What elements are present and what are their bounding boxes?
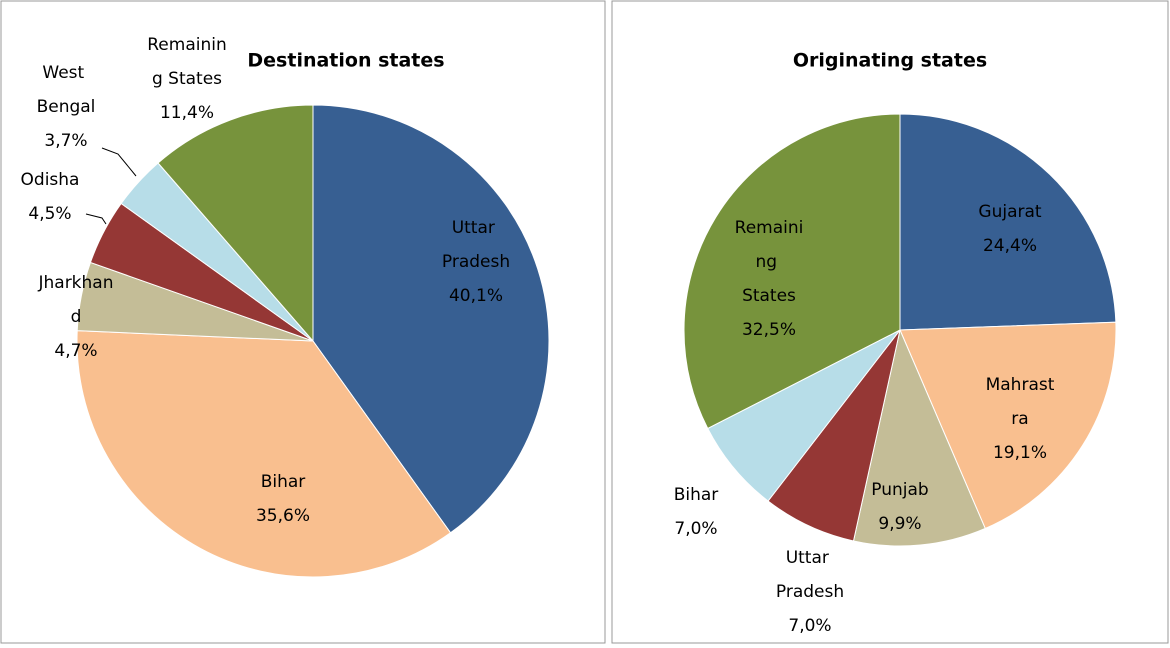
pie-slice [312,104,550,534]
label-line: Jharkhan [37,273,113,293]
slice-label: Remaini ng States [735,218,804,306]
slice-label: West Bengal [37,63,96,117]
pie-slice [852,328,986,547]
pie-slice [76,330,452,578]
value-label: 24,4% [983,236,1037,256]
pie-slice [157,104,314,343]
slice-label: Bihar [674,485,719,505]
pie-slice [899,321,1117,530]
value-label: 9,9% [878,514,921,534]
value-label: 32,5% [742,320,796,340]
label-line: Uttar [786,548,835,568]
slice-label: Uttar Pradesh [776,548,844,602]
panel-frame [0,0,606,644]
panel-frame [611,0,1169,644]
chart-title: Originating states [793,50,987,72]
slice-label: Punjab [871,480,928,500]
value-label: 11,4% [160,103,214,123]
label-line: Odisha [21,170,80,190]
label-line: Uttar [452,218,501,238]
label-line: d [71,307,82,327]
label-line: Bihar [674,485,719,505]
label-line: Pradesh [776,582,844,602]
slice-label: Gujarat [978,202,1041,222]
slice-label: Odisha [21,170,80,190]
value-label: 40,1% [449,286,503,306]
value-label: 7,0% [674,519,717,539]
slice-label: Mahrast ra [986,375,1055,429]
label-line: ng [756,252,783,272]
value-label: 3,7% [44,131,87,151]
label-line: Remaini [735,218,804,238]
label-line: Gujarat [978,202,1041,222]
label-line: g States [152,69,222,89]
pie-slice [683,113,901,430]
label-line: West [42,63,89,83]
value-label: 4,7% [54,341,97,361]
label-line: Punjab [871,480,928,500]
slice-label: Remainin g States [147,35,226,89]
label-line: ra [1011,409,1028,429]
chart-title: Destination states [247,50,444,72]
pie-slice [899,113,1117,331]
value-label: 4,5% [28,204,71,224]
slice-label: Uttar Pradesh [442,218,510,272]
label-line: States [742,286,796,306]
label-line: Mahrast [986,375,1055,395]
label-line: Bengal [37,97,96,117]
label-line: Bihar [261,472,306,492]
slice-label: Jharkhan d [37,273,113,327]
leader-line [85,213,107,225]
slice-label: Bihar [261,472,306,492]
label-line: Remainin [147,35,226,55]
leader-line [101,147,137,177]
value-label: 19,1% [993,443,1047,463]
label-line: Pradesh [442,252,510,272]
value-label: 7,0% [788,616,831,636]
value-label: 35,6% [256,506,310,526]
